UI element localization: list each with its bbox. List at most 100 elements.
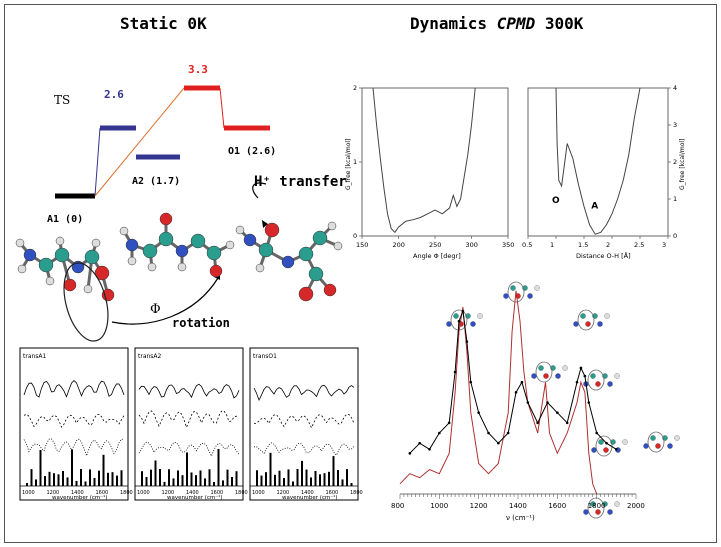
stick-bar	[159, 469, 161, 486]
transfer-label: H⁺ transfer	[254, 174, 347, 190]
panel-name: transA2	[138, 353, 162, 360]
series-line	[409, 310, 617, 454]
stick-bar	[287, 469, 290, 486]
atom	[209, 264, 223, 278]
data-point	[514, 391, 518, 394]
stick-bar	[269, 452, 272, 486]
y-tick-label: 3	[673, 121, 677, 129]
stick-bar	[154, 460, 157, 486]
stick-bar	[71, 449, 73, 486]
stick-bar	[98, 470, 100, 486]
data-point	[477, 411, 480, 414]
panel-border	[249, 347, 359, 501]
atom	[225, 240, 235, 250]
atom	[453, 313, 459, 319]
data-point	[428, 447, 431, 451]
atom	[206, 245, 222, 261]
x-tick-label: 3	[662, 241, 666, 249]
stick-bar	[231, 477, 233, 486]
atom	[190, 233, 206, 249]
atom	[84, 249, 100, 265]
ir-mode-molecule	[583, 369, 620, 391]
atom	[614, 501, 620, 507]
data-point	[587, 401, 591, 404]
atom	[650, 435, 656, 441]
spectrum-panel: transA1 1000 1200 1400 1600 1800 wavenumber (c…	[19, 347, 133, 501]
x-tick-label: 250	[429, 241, 441, 249]
atom	[298, 286, 314, 302]
atom	[590, 373, 596, 379]
slide-frame	[4, 4, 717, 543]
atom	[15, 238, 25, 248]
atom	[607, 509, 613, 515]
y-axis-label: G_free [kcal/mol]	[679, 139, 686, 190]
stick-bar	[168, 469, 170, 486]
x-tick-label: 1000	[430, 502, 448, 510]
stick-bar	[75, 480, 78, 486]
data-point	[453, 370, 457, 374]
x-tick-label: 2	[606, 241, 610, 249]
stick-bar	[319, 474, 321, 486]
spectrum-xtick: 1400	[71, 490, 84, 496]
molecule-a2	[119, 212, 235, 278]
stick-bar	[260, 475, 263, 486]
atom	[327, 221, 337, 231]
y-tick-label: 4	[673, 84, 677, 92]
o1-label: O1 (2.6)	[228, 146, 277, 157]
stick-bar	[80, 469, 82, 486]
atom	[264, 222, 280, 238]
atom	[83, 284, 93, 294]
atom	[333, 241, 343, 251]
x-axis-label: Angle Φ [degr]	[413, 252, 461, 260]
static-title: Static 0K	[120, 14, 207, 33]
molecule-o1	[235, 221, 343, 302]
atom	[45, 276, 55, 286]
data-point	[536, 421, 539, 425]
stick-bar	[256, 470, 258, 486]
atom	[298, 246, 314, 262]
stick-bar	[116, 475, 118, 486]
stick-bar	[265, 472, 267, 486]
data-point	[615, 447, 618, 451]
data-point	[565, 421, 569, 425]
stick-bar	[84, 481, 87, 486]
y-tick-label: 2	[353, 84, 357, 92]
ts-label: TS	[54, 93, 71, 107]
molecule-a1	[15, 236, 115, 302]
panel-name: transA1	[23, 353, 47, 360]
stick-bar	[310, 477, 312, 486]
atom	[655, 443, 661, 449]
stick-bar	[235, 471, 238, 486]
atom	[147, 262, 157, 272]
rotation-arrow	[111, 277, 219, 325]
spectrum-xtick: 1000	[137, 490, 150, 496]
a1-label: A1 (0)	[47, 214, 84, 225]
spectrum-trace	[23, 438, 125, 458]
stick-bar	[181, 475, 184, 486]
data-point	[497, 441, 500, 445]
stick-bar	[204, 478, 206, 486]
series-line	[399, 290, 598, 495]
atom	[614, 373, 620, 379]
atom	[597, 321, 603, 327]
atom	[127, 256, 137, 266]
stick-bar	[102, 454, 105, 486]
spectrum-xtick: 1600	[96, 490, 109, 496]
mode-highlight	[507, 281, 525, 303]
stick-bar	[145, 477, 148, 486]
stick-bar	[39, 450, 42, 486]
atom	[595, 509, 601, 515]
stick-bar	[350, 482, 353, 486]
stick-bar	[213, 481, 215, 486]
atom	[603, 447, 609, 453]
atom	[477, 313, 483, 319]
atom	[243, 233, 257, 247]
stick-bar	[89, 469, 91, 486]
spectrum-xtick: 1800	[235, 490, 248, 496]
stick-bar	[296, 469, 299, 486]
transfer-arrow	[252, 182, 267, 199]
stick-bar	[120, 470, 123, 486]
